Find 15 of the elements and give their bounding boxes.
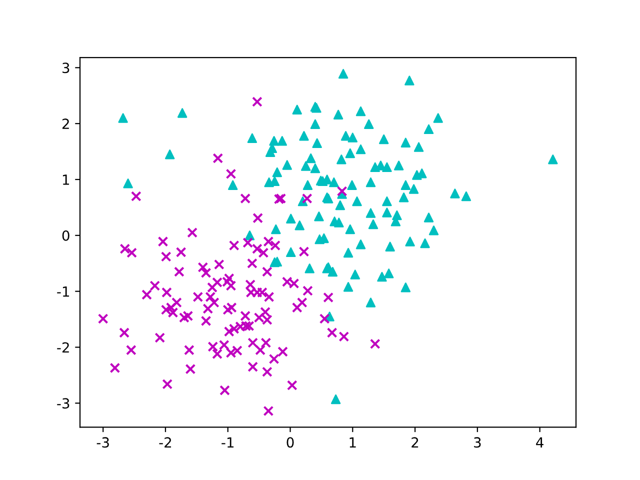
y-tick-label: 2: [62, 118, 69, 129]
x-tick-label: 0: [286, 437, 294, 448]
y-tick-label: -1: [57, 286, 69, 297]
y-tick-label: -2: [57, 342, 69, 353]
x-tick-label: -2: [159, 437, 172, 448]
x-tick-label: 4: [536, 437, 544, 448]
y-tick-label: 0: [62, 230, 70, 241]
x-tick-label: 3: [474, 437, 481, 448]
x-tick-label: 2: [412, 437, 418, 448]
x-tick-label: 1: [350, 437, 356, 448]
y-tick-label: -3: [57, 398, 70, 409]
y-tick-label: 1: [62, 174, 69, 185]
x-tick-label: -1: [222, 437, 234, 448]
y-tick-label: 3: [62, 62, 70, 74]
x-tick-label: -3: [96, 437, 109, 448]
